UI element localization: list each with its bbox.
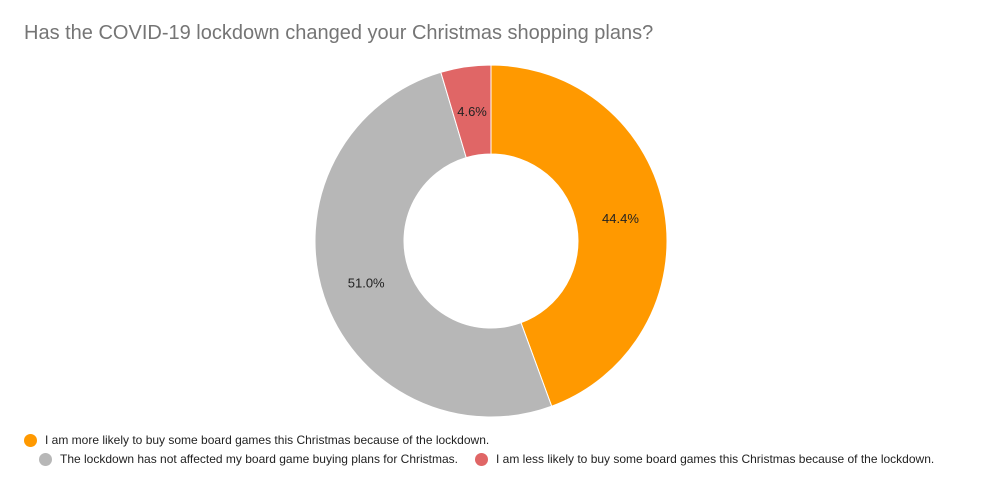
legend-dot-gray-icon xyxy=(39,452,52,466)
legend-label: I am more likely to buy some board games… xyxy=(45,433,490,447)
legend-row-1: I am more likely to buy some board games… xyxy=(24,433,489,447)
legend-item-more-likely[interactable]: I am more likely to buy some board games… xyxy=(24,433,489,447)
legend-item-less-likely[interactable]: I am less likely to buy some board games… xyxy=(475,452,934,466)
legend-item-not-affected[interactable]: The lockdown has not affected my board g… xyxy=(39,452,458,466)
slice-not-affected[interactable] xyxy=(314,71,553,418)
legend-row-2: The lockdown has not affected my board g… xyxy=(39,452,934,466)
legend-label: I am less likely to buy some board games… xyxy=(496,452,935,466)
legend-label: The lockdown has not affected my board g… xyxy=(60,452,458,466)
slice-less-likely[interactable] xyxy=(440,64,492,159)
chart-title: Has the COVID-19 lockdown changed your C… xyxy=(24,22,654,44)
legend-dot-red-icon xyxy=(475,452,488,466)
slice-more-likely[interactable] xyxy=(490,64,668,407)
slice-percent-label: 44.4% xyxy=(602,211,639,226)
donut-slices xyxy=(314,64,668,418)
slice-labels: 44.4% 51.0% 4.6% xyxy=(348,104,640,291)
legend-dot-orange-icon xyxy=(24,433,37,447)
slice-percent-label: 4.6% xyxy=(457,104,487,119)
slice-percent-label: 51.0% xyxy=(348,275,385,290)
